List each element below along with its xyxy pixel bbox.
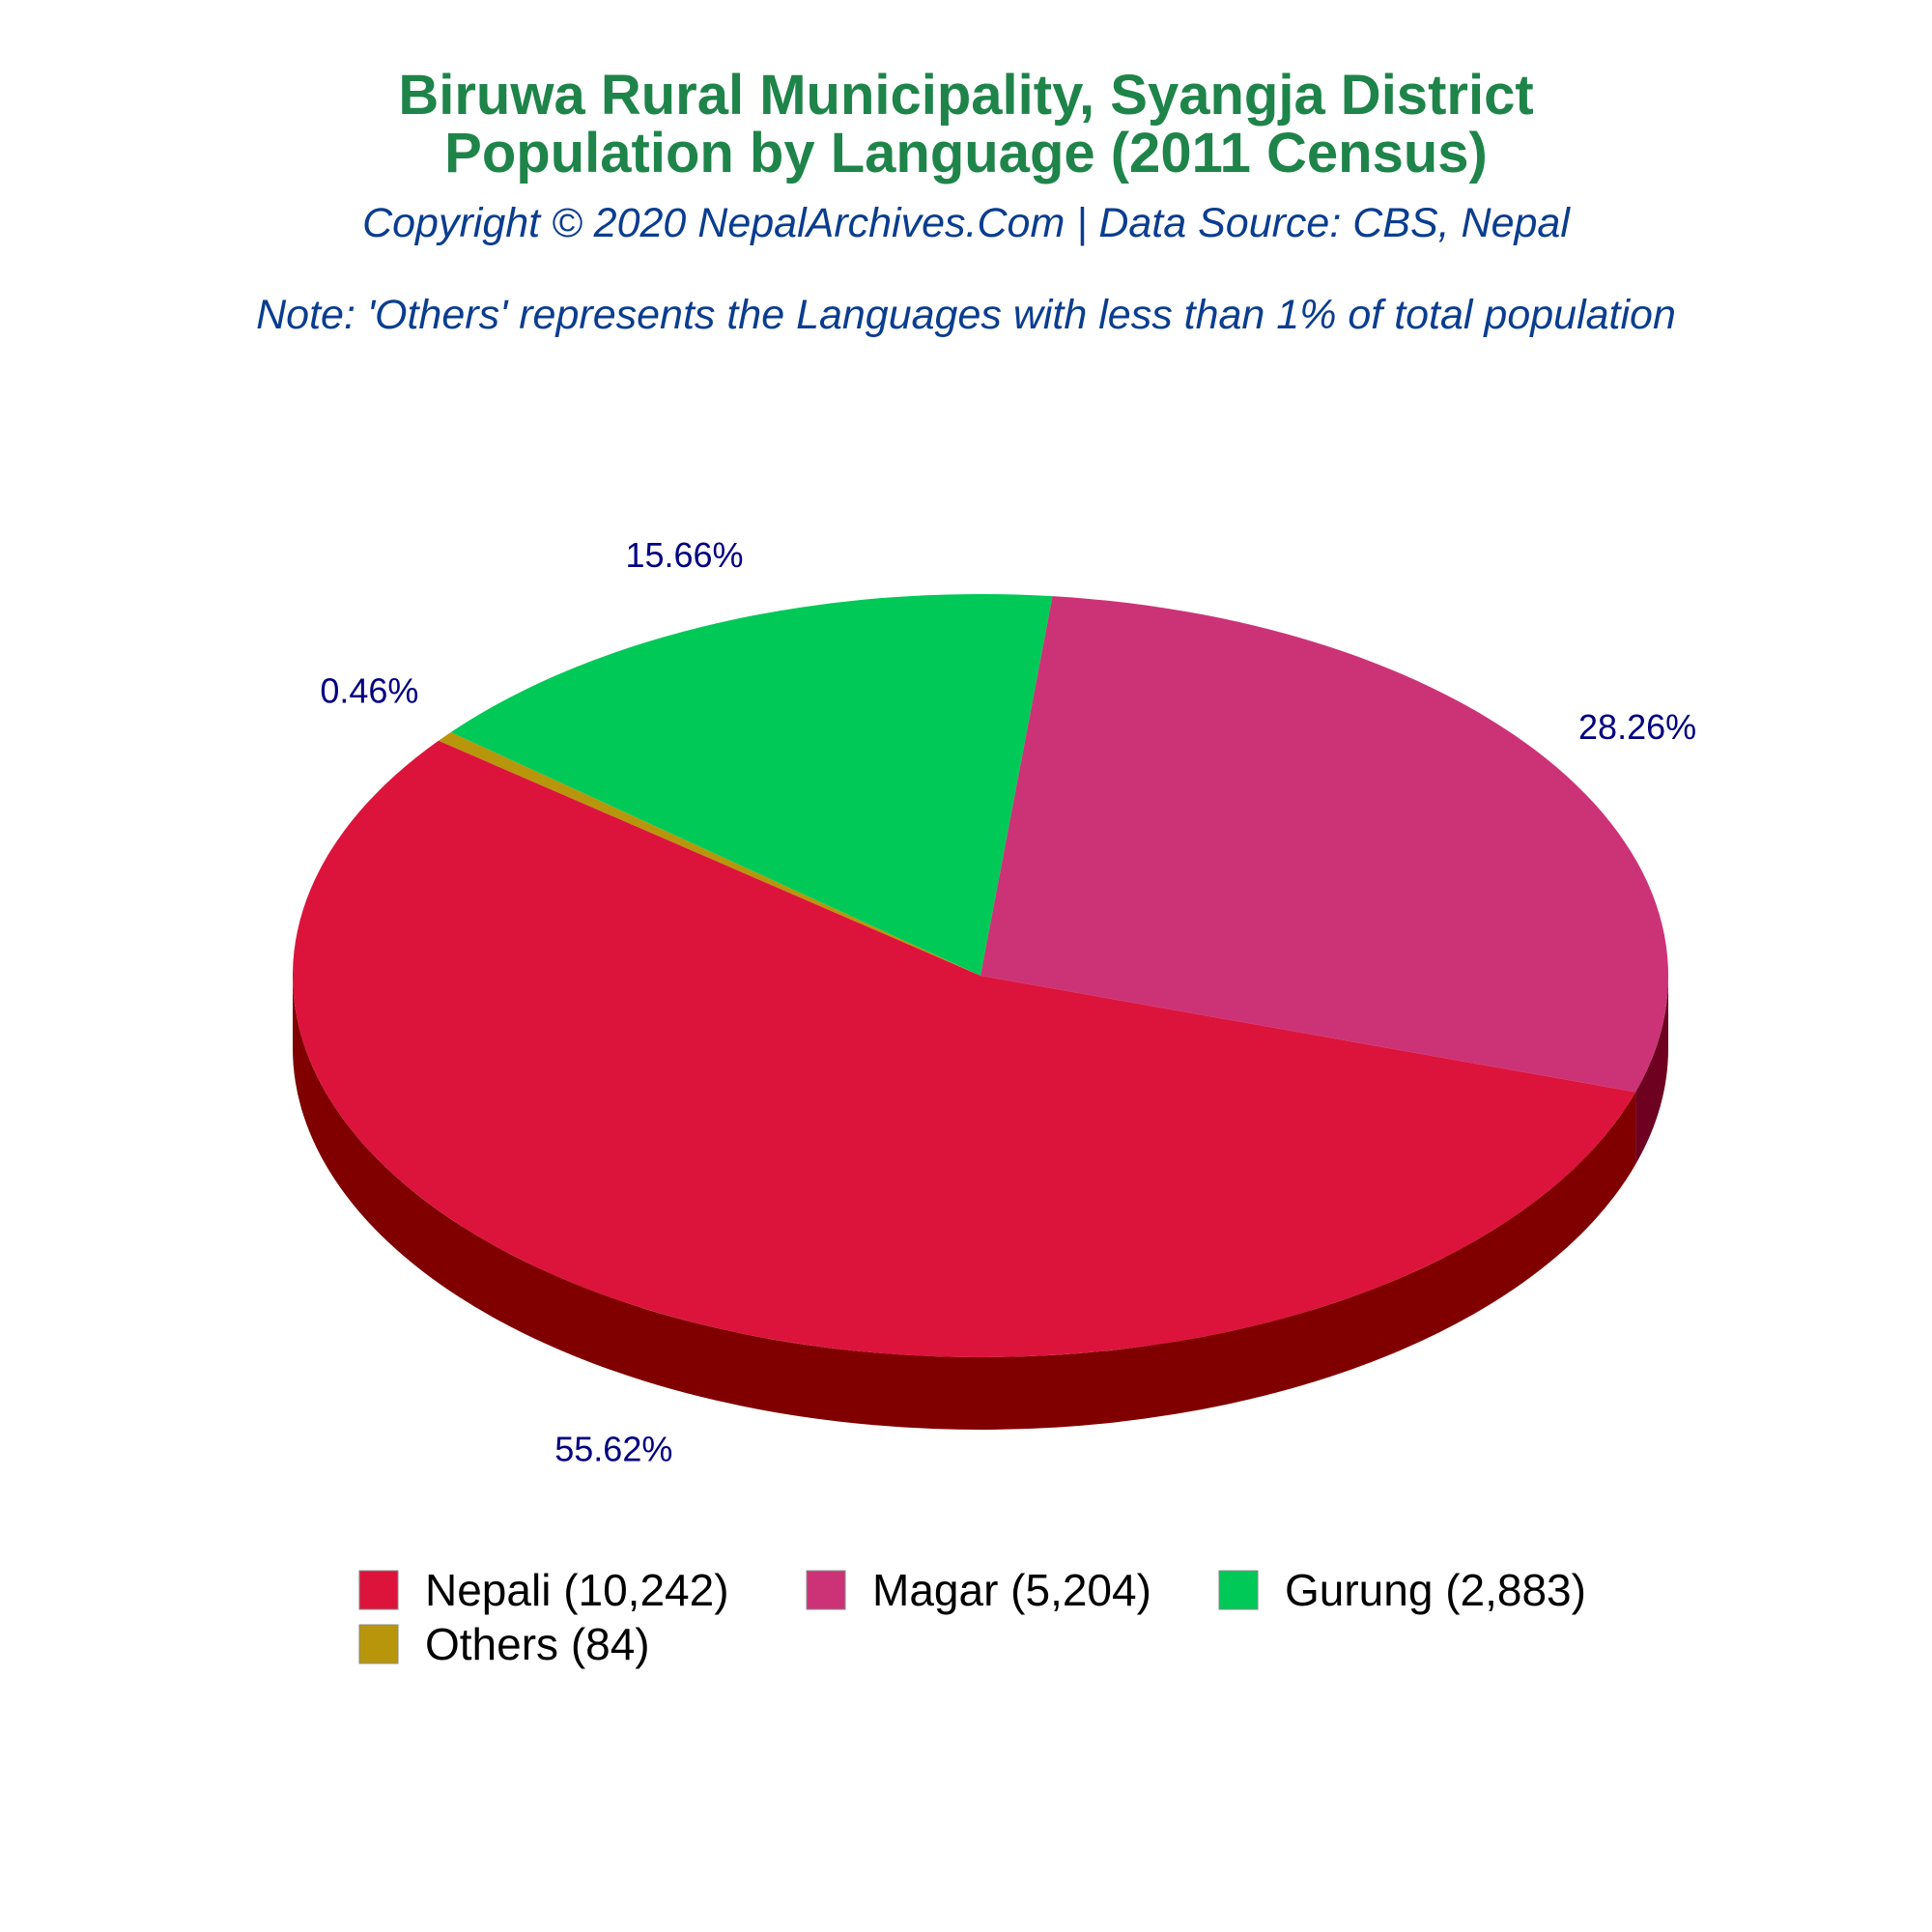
slice-side-nepali xyxy=(293,976,1636,1431)
slice-gurung xyxy=(450,593,1053,976)
percent-label-others: 0.46% xyxy=(320,670,418,710)
slice-magar xyxy=(980,596,1669,1093)
legend-swatch-gurung xyxy=(1218,1570,1259,1610)
chart-note: Note: 'Others' represents the Languages … xyxy=(256,292,1676,338)
legend-label-magar: Magar (5,204) xyxy=(872,1565,1151,1615)
chart-legend: Nepali (10,242) Magar (5,204) Gurung (2,88… xyxy=(358,1565,1586,1669)
legend-swatch-magar xyxy=(806,1570,846,1610)
chart-title-line2: Population by Language (2011 Census) xyxy=(444,122,1488,185)
slice-side-magar xyxy=(1635,976,1668,1165)
percent-label-magar: 28.26% xyxy=(1578,707,1696,747)
percent-label-gurung: 15.66% xyxy=(625,535,743,575)
pie-percent-labels: 0.46% 15.66% 28.26% 55.62% xyxy=(320,535,1696,1469)
legend-swatch-nepali xyxy=(358,1570,399,1610)
slice-others xyxy=(438,731,980,976)
pie-side-walls xyxy=(293,976,1668,1431)
percent-label-nepali: 55.62% xyxy=(554,1429,672,1468)
chart-title-line1: Biruwa Rural Municipality, Syangja Distr… xyxy=(398,64,1533,127)
legend-label-others: Others (84) xyxy=(425,1619,650,1669)
legend-label-gurung: Gurung (2,883) xyxy=(1285,1565,1586,1615)
legend-swatch-others xyxy=(358,1624,399,1664)
legend-label-nepali: Nepali (10,242) xyxy=(425,1565,729,1615)
slice-nepali xyxy=(293,740,1636,1357)
pie-slices xyxy=(293,593,1669,1357)
chart-subtitle: Copyright © 2020 NepalArchives.Com | Dat… xyxy=(362,200,1571,246)
